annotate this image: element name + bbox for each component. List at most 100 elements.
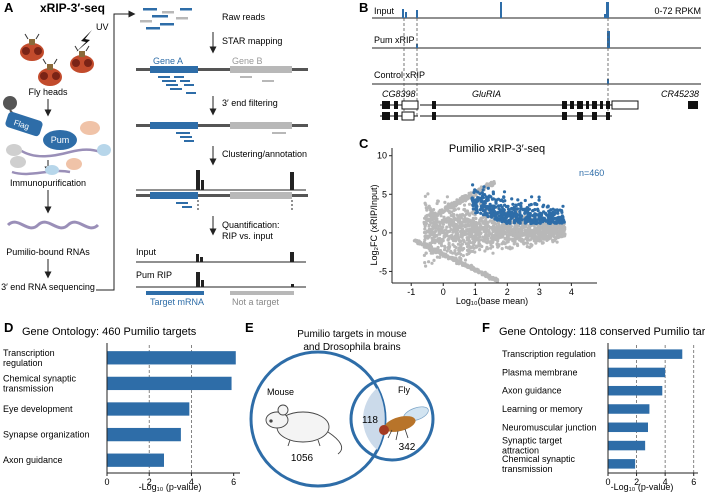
point: [501, 240, 505, 244]
panel-letter-c: C: [359, 136, 369, 151]
venn-circle-fly: [349, 376, 435, 462]
point: [525, 245, 529, 249]
point: [493, 237, 497, 241]
point: [537, 229, 541, 233]
uv-lightning-icon: [76, 30, 92, 52]
point: [461, 254, 465, 258]
point: [423, 261, 427, 265]
point: [455, 223, 459, 227]
point: [553, 211, 557, 215]
x-tick-label: 6: [691, 477, 696, 487]
point: [446, 257, 451, 261]
point: [500, 228, 505, 232]
x-tick-label: 4: [569, 287, 574, 297]
point: [422, 253, 426, 257]
point: [479, 211, 483, 215]
point: [457, 249, 461, 253]
chart-c-xlabel: Log₁₀(base mean): [456, 296, 528, 306]
point: [561, 227, 566, 231]
point: [499, 198, 503, 203]
point: [446, 238, 450, 242]
point: [514, 203, 518, 207]
point: [483, 249, 487, 253]
panel-a: A xRIP-3′-seq UV: [1, 0, 308, 307]
gene-cg8398-label: CG8398: [382, 89, 416, 99]
point: [476, 199, 480, 203]
point: [481, 188, 485, 192]
point: [423, 227, 427, 231]
point: [494, 200, 498, 204]
point: [426, 218, 430, 223]
point: [452, 216, 456, 220]
x-tick-label: -1: [407, 287, 415, 297]
point: [497, 204, 501, 208]
point: [489, 219, 493, 223]
star-mapping-label: STAR mapping: [222, 36, 282, 46]
point: [515, 234, 519, 238]
point: [522, 232, 527, 236]
point: [469, 263, 473, 267]
quantification-label-1: Quantification:: [222, 220, 280, 230]
point: [523, 211, 527, 215]
point: [548, 218, 553, 222]
point: [495, 218, 499, 222]
point: [551, 210, 555, 214]
point: [430, 210, 434, 214]
point: [456, 217, 460, 222]
point: [462, 263, 466, 267]
point: [561, 216, 565, 221]
venn-overlap-count: 118: [362, 415, 378, 426]
point: [509, 216, 513, 220]
bar: [608, 385, 663, 396]
point: [457, 207, 461, 211]
point: [468, 228, 472, 232]
x-tick-label: 2: [147, 477, 152, 487]
point: [491, 240, 495, 244]
point: [524, 219, 529, 224]
point: [424, 221, 428, 226]
point: [424, 251, 428, 255]
point: [493, 235, 497, 239]
point: [512, 234, 516, 238]
point: [448, 234, 452, 238]
point: [518, 211, 522, 216]
fly-heads-label: Fly heads: [28, 87, 68, 97]
point: [489, 214, 493, 219]
point: [444, 252, 448, 256]
point: [452, 208, 456, 212]
point: [487, 230, 491, 234]
gene-cr45238-label: CR45238: [661, 89, 699, 99]
point: [559, 225, 563, 229]
point: [447, 247, 451, 251]
point: [554, 208, 558, 212]
point: [518, 230, 523, 234]
point: [527, 207, 532, 211]
category-label: Neuromuscular junction: [502, 422, 597, 432]
point: [487, 233, 491, 237]
point: [475, 228, 480, 232]
point: [465, 245, 470, 249]
point: [432, 258, 436, 262]
point: [492, 180, 496, 185]
point: [503, 203, 507, 207]
point: [481, 205, 485, 209]
point: [512, 207, 516, 212]
point: [532, 227, 537, 232]
point: [510, 197, 514, 201]
point: [475, 209, 479, 213]
point: [533, 221, 537, 225]
bar: [608, 404, 650, 414]
point: [479, 231, 483, 235]
target-mrna-label: Target mRNA: [150, 297, 204, 307]
point: [545, 223, 549, 227]
point: [512, 242, 516, 246]
point: [456, 226, 460, 230]
point: [434, 239, 438, 243]
point: [465, 252, 469, 256]
point: [559, 229, 563, 233]
point: [443, 232, 447, 236]
point: [481, 235, 485, 239]
sequencing-label: 3′ end RNA sequencing: [1, 282, 95, 292]
point: [483, 208, 487, 212]
point: [457, 239, 461, 243]
